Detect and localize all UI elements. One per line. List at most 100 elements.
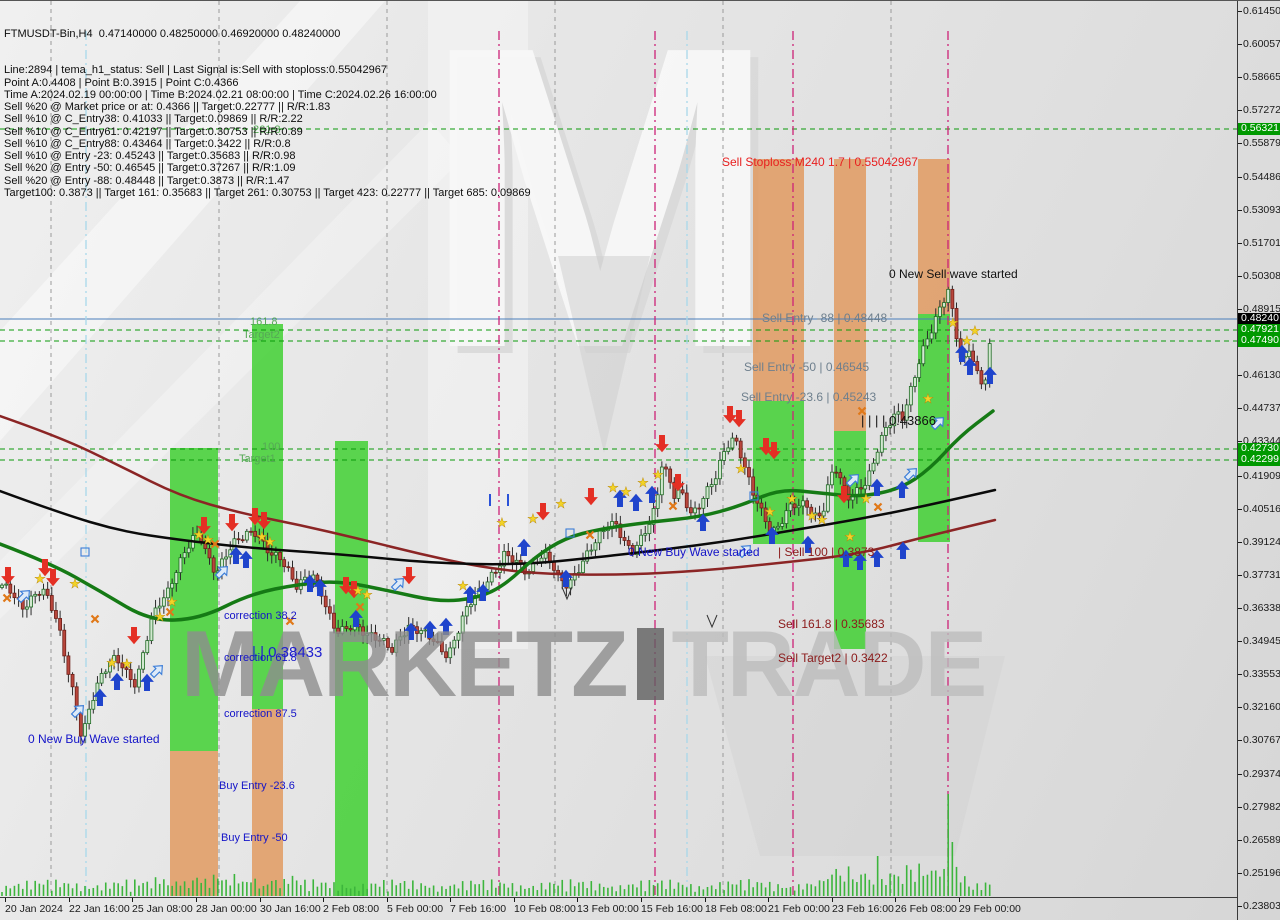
sell-arrow-icon [257,511,271,530]
ma-slow-maroon [0,414,997,576]
buy-arrow-icon [696,513,710,532]
time-tick-label: 13 Feb 00:00 [577,903,639,915]
buy-arrow-icon [839,549,853,568]
price-tick [1238,475,1242,477]
signal-info-line: Line:2894 | tema_h1_status: Sell | Last … [4,64,388,77]
sell-arrow-icon [671,473,685,492]
signal-markers: ★ ★★ ★★★★★ ★★★★★★ ★★★ ★★★ ★★★★★★★★★★★ [1,315,997,719]
star-icon: ★ [969,323,981,338]
price-tick-label: 0.57272 [1243,104,1280,117]
buy-arrow-icon [439,617,453,636]
supply-demand-zones [170,159,950,896]
fractal-x-icon [90,614,100,624]
zone-green [753,401,804,544]
price-tick-label: 0.33553 [1243,668,1280,681]
price-tick [1238,906,1242,907]
chart-annotation: 0 New Buy Wave started [628,545,760,559]
buy-arrow-icon [895,480,909,499]
time-tick-label: 5 Feb 00:00 [387,903,444,915]
sell-arrow-icon [767,441,781,460]
star-icon: ★ [947,315,959,330]
star-icon: ★ [844,529,856,544]
chart-annotation: Sell Entry -88 | 0.48448 [762,311,888,325]
buy-arrow-icon [765,526,779,545]
breakout-arrow-icon [214,566,228,580]
buy-arrow-icon [629,493,643,512]
sell-arrow-icon [655,434,669,453]
time-tick-label: 15 Feb 16:00 [641,903,703,915]
price-scale[interactable]: 0.61450 0.60057 0.58665 0.57272 0.55879 0.544… [1237,1,1280,920]
buy-arrow-icon [613,489,627,508]
sell-arrow-icon [248,507,262,526]
star-icon: ★ [264,534,276,549]
level-price-label: 0.42730 [1238,443,1280,455]
fractal-x-icon [2,593,12,603]
zone-green [335,441,368,896]
star-icon: ★ [496,515,508,530]
buy-arrow-icon [404,622,418,641]
star-icon: ★ [637,475,649,490]
level-price-label: 0.47490 [1238,335,1280,347]
chart-annotation: Sell Target2 | 0.3422 [778,651,888,665]
fractal-x-icon [585,530,595,540]
sell-arrow-icon [347,580,361,599]
signal-info-lines: Line:2894 | tema_h1_status: Sell | Last … [4,64,531,199]
flag-square-icon [80,547,90,557]
price-tick [1238,872,1242,874]
breakout-arrow-icon [737,545,751,559]
sell-arrow-icon [723,405,737,424]
buy-arrow-icon [423,620,437,639]
price-tick [1238,309,1242,310]
price-tick [1238,707,1242,709]
zone-orange [252,709,283,896]
star-icon: ★ [106,655,118,670]
zone-green [834,431,866,649]
price-tick [1238,839,1242,841]
signal-info-line: Sell %20 @ Entry -88: 0.48448 || Target:… [4,174,290,187]
price-tick-label: 0.61450 [1243,5,1280,17]
price-tick-label: 0.58665 [1243,71,1280,84]
level-price-label: 0.42299 [1238,454,1280,466]
time-tick-label: 25 Jan 08:00 [132,903,193,915]
time-scale[interactable]: 20 Jan 2024 22 Jan 16:00 25 Jan 08:00 28 Ja… [0,897,1237,920]
zone-orange [170,751,218,896]
star-icon: ★ [256,529,268,544]
sell-arrow-icon [225,513,239,532]
time-tick [132,898,133,902]
price-tick [1238,44,1242,46]
star-icon: ★ [816,512,828,527]
watermark-part1: MARKETZ [181,611,628,716]
level-price-label: 0.56321 [1238,123,1280,135]
buy-arrow-icon [645,485,659,504]
time-tick [514,898,515,902]
chart-annotation: | | 0.38433 [252,644,323,661]
price-tick-label: 0.37731 [1243,568,1280,581]
star-icon: ★ [735,461,747,476]
price-chart-canvas[interactable]: MM★ ★★ ★★★★★ ★★★★★★ ★★★ ★★★ ★★★★★★★★★★★ [0,1,1237,897]
price-tick [1238,77,1242,79]
signal-info-line: Sell %20 @ Market price or at: 0.4366 ||… [4,101,331,113]
sell-arrow-icon [127,626,141,645]
price-tick-label: 0.23803 [1243,900,1280,912]
time-tick [768,898,769,902]
breakout-arrow-icon [930,417,944,431]
buy-arrow-icon [93,688,107,707]
star-icon: ★ [555,496,567,511]
time-tick-label: 22 Jan 16:00 [69,903,130,915]
price-tick [1238,773,1242,775]
price-tick-label: 0.44737 [1243,402,1280,415]
time-tick [196,898,197,902]
price-tick [1238,674,1242,676]
price-tick-label: 0.54486 [1243,170,1280,183]
time-tick-label: 18 Feb 08:00 [705,903,767,915]
star-icon: ★ [352,583,364,598]
price-tick [1238,607,1242,609]
level-price-label: 0.47921 [1238,324,1280,336]
price-tick-label: 0.30767 [1243,734,1280,747]
price-tick [1238,209,1242,211]
chart-annotation: Target2 [243,329,280,341]
star-icon: ★ [806,508,818,523]
signal-info-line: Target100: 0.3873 || Target 161: 0.35683… [4,186,531,199]
sell-arrow-icon [402,566,416,585]
